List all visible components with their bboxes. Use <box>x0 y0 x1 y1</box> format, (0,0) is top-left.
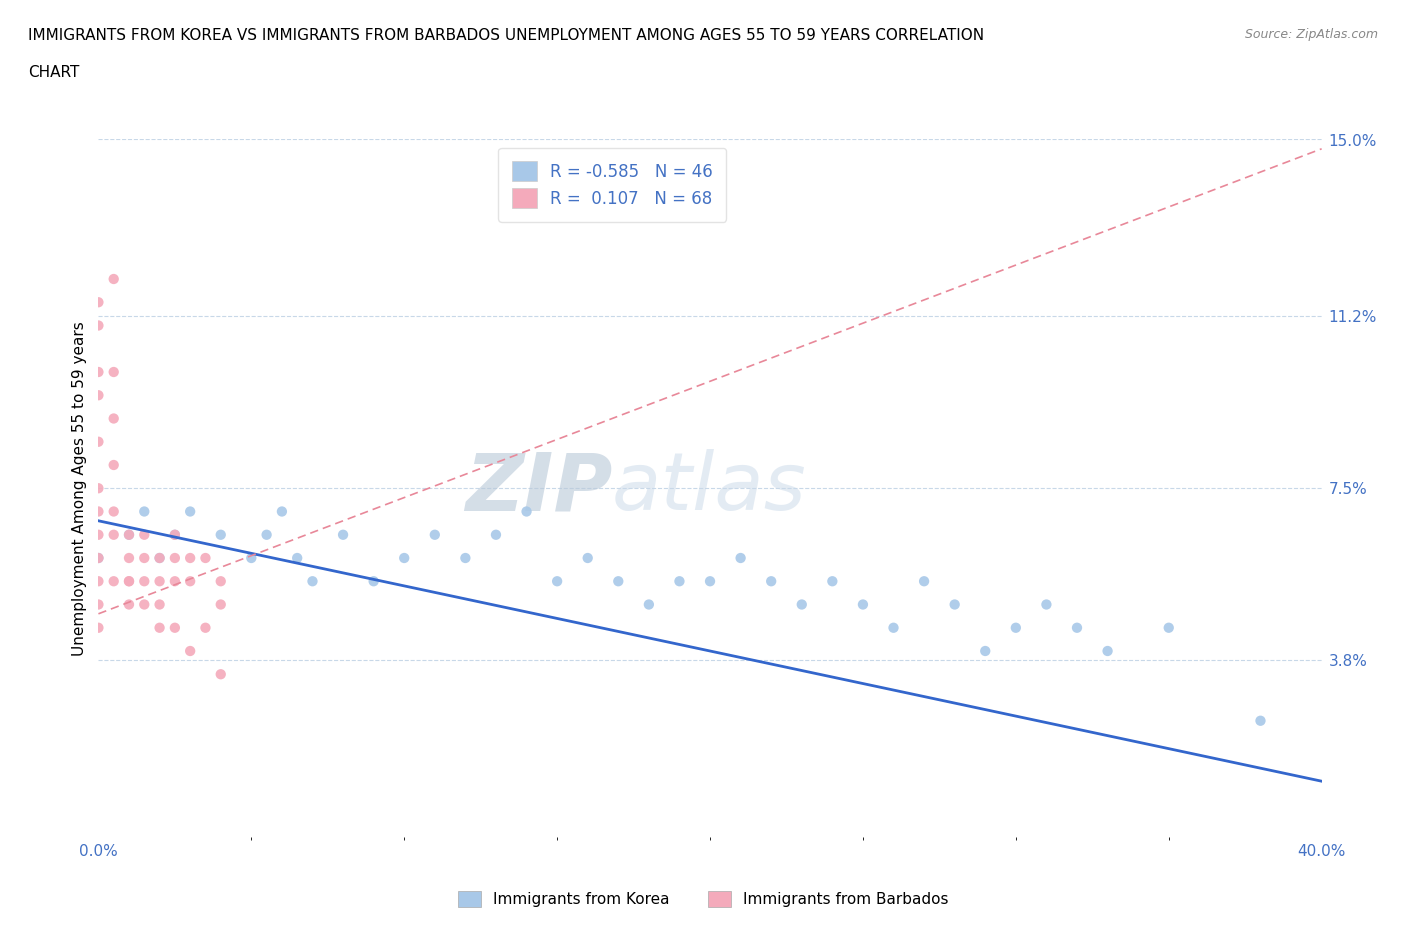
Point <box>103 411 125 426</box>
Point <box>576 551 599 565</box>
Point <box>1035 597 1057 612</box>
Y-axis label: Unemployment Among Ages 55 to 59 years: Unemployment Among Ages 55 to 59 years <box>72 321 87 656</box>
Point <box>103 527 125 542</box>
Point <box>87 318 110 333</box>
Point <box>392 551 416 565</box>
Point <box>516 504 538 519</box>
Point <box>209 574 232 589</box>
Point <box>209 667 232 682</box>
Point <box>87 504 110 519</box>
Point <box>87 295 110 310</box>
Point <box>87 527 110 542</box>
Point <box>194 620 217 635</box>
Point <box>118 527 141 542</box>
Point <box>179 574 201 589</box>
Point <box>759 574 782 589</box>
Point <box>240 551 263 565</box>
Point <box>1249 713 1271 728</box>
Point <box>87 574 110 589</box>
Point <box>87 388 110 403</box>
Point <box>103 574 125 589</box>
Point <box>943 597 966 612</box>
Point <box>790 597 813 612</box>
Point <box>423 527 446 542</box>
Point <box>332 527 354 542</box>
Point <box>209 527 232 542</box>
Point <box>118 574 141 589</box>
Point <box>852 597 875 612</box>
Point <box>1066 620 1088 635</box>
Point <box>546 574 568 589</box>
Point <box>285 551 308 565</box>
Point <box>103 365 125 379</box>
Point <box>485 527 508 542</box>
Point <box>87 597 110 612</box>
Point <box>103 458 125 472</box>
Point <box>134 504 156 519</box>
Point <box>118 597 141 612</box>
Point <box>163 574 186 589</box>
Point <box>668 574 690 589</box>
Point <box>163 620 186 635</box>
Point <box>821 574 844 589</box>
Text: Source: ZipAtlas.com: Source: ZipAtlas.com <box>1244 28 1378 41</box>
Point <box>87 481 110 496</box>
Point <box>87 620 110 635</box>
Point <box>607 574 630 589</box>
Point <box>163 527 186 542</box>
Point <box>270 504 292 519</box>
Point <box>118 527 141 542</box>
Point <box>194 551 217 565</box>
Point <box>730 551 752 565</box>
Text: CHART: CHART <box>28 65 80 80</box>
Point <box>149 574 172 589</box>
Point <box>118 551 141 565</box>
Point <box>1004 620 1026 635</box>
Point <box>149 620 172 635</box>
Point <box>1157 620 1180 635</box>
Point <box>179 504 201 519</box>
Point <box>149 597 172 612</box>
Point <box>134 574 156 589</box>
Point <box>163 551 186 565</box>
Text: IMMIGRANTS FROM KOREA VS IMMIGRANTS FROM BARBADOS UNEMPLOYMENT AMONG AGES 55 TO : IMMIGRANTS FROM KOREA VS IMMIGRANTS FROM… <box>28 28 984 43</box>
Point <box>912 574 935 589</box>
Point <box>103 504 125 519</box>
Legend: Immigrants from Korea, Immigrants from Barbados: Immigrants from Korea, Immigrants from B… <box>451 884 955 913</box>
Point <box>103 272 125 286</box>
Point <box>149 551 172 565</box>
Point <box>1097 644 1119 658</box>
Point <box>134 597 156 612</box>
Point <box>87 365 110 379</box>
Point <box>87 551 110 565</box>
Point <box>87 434 110 449</box>
Point <box>974 644 997 658</box>
Point <box>883 620 905 635</box>
Point <box>134 551 156 565</box>
Point <box>118 574 141 589</box>
Point <box>454 551 477 565</box>
Point <box>209 597 232 612</box>
Text: atlas: atlas <box>612 449 807 527</box>
Point <box>87 551 110 565</box>
Point <box>637 597 661 612</box>
Text: ZIP: ZIP <box>465 449 612 527</box>
Point <box>179 644 201 658</box>
Point <box>179 551 201 565</box>
Point <box>149 551 172 565</box>
Point <box>163 527 186 542</box>
Legend: R = -0.585   N = 46, R =  0.107   N = 68: R = -0.585 N = 46, R = 0.107 N = 68 <box>498 148 725 222</box>
Point <box>134 527 156 542</box>
Point <box>256 527 278 542</box>
Point <box>699 574 721 589</box>
Point <box>301 574 323 589</box>
Point <box>363 574 385 589</box>
